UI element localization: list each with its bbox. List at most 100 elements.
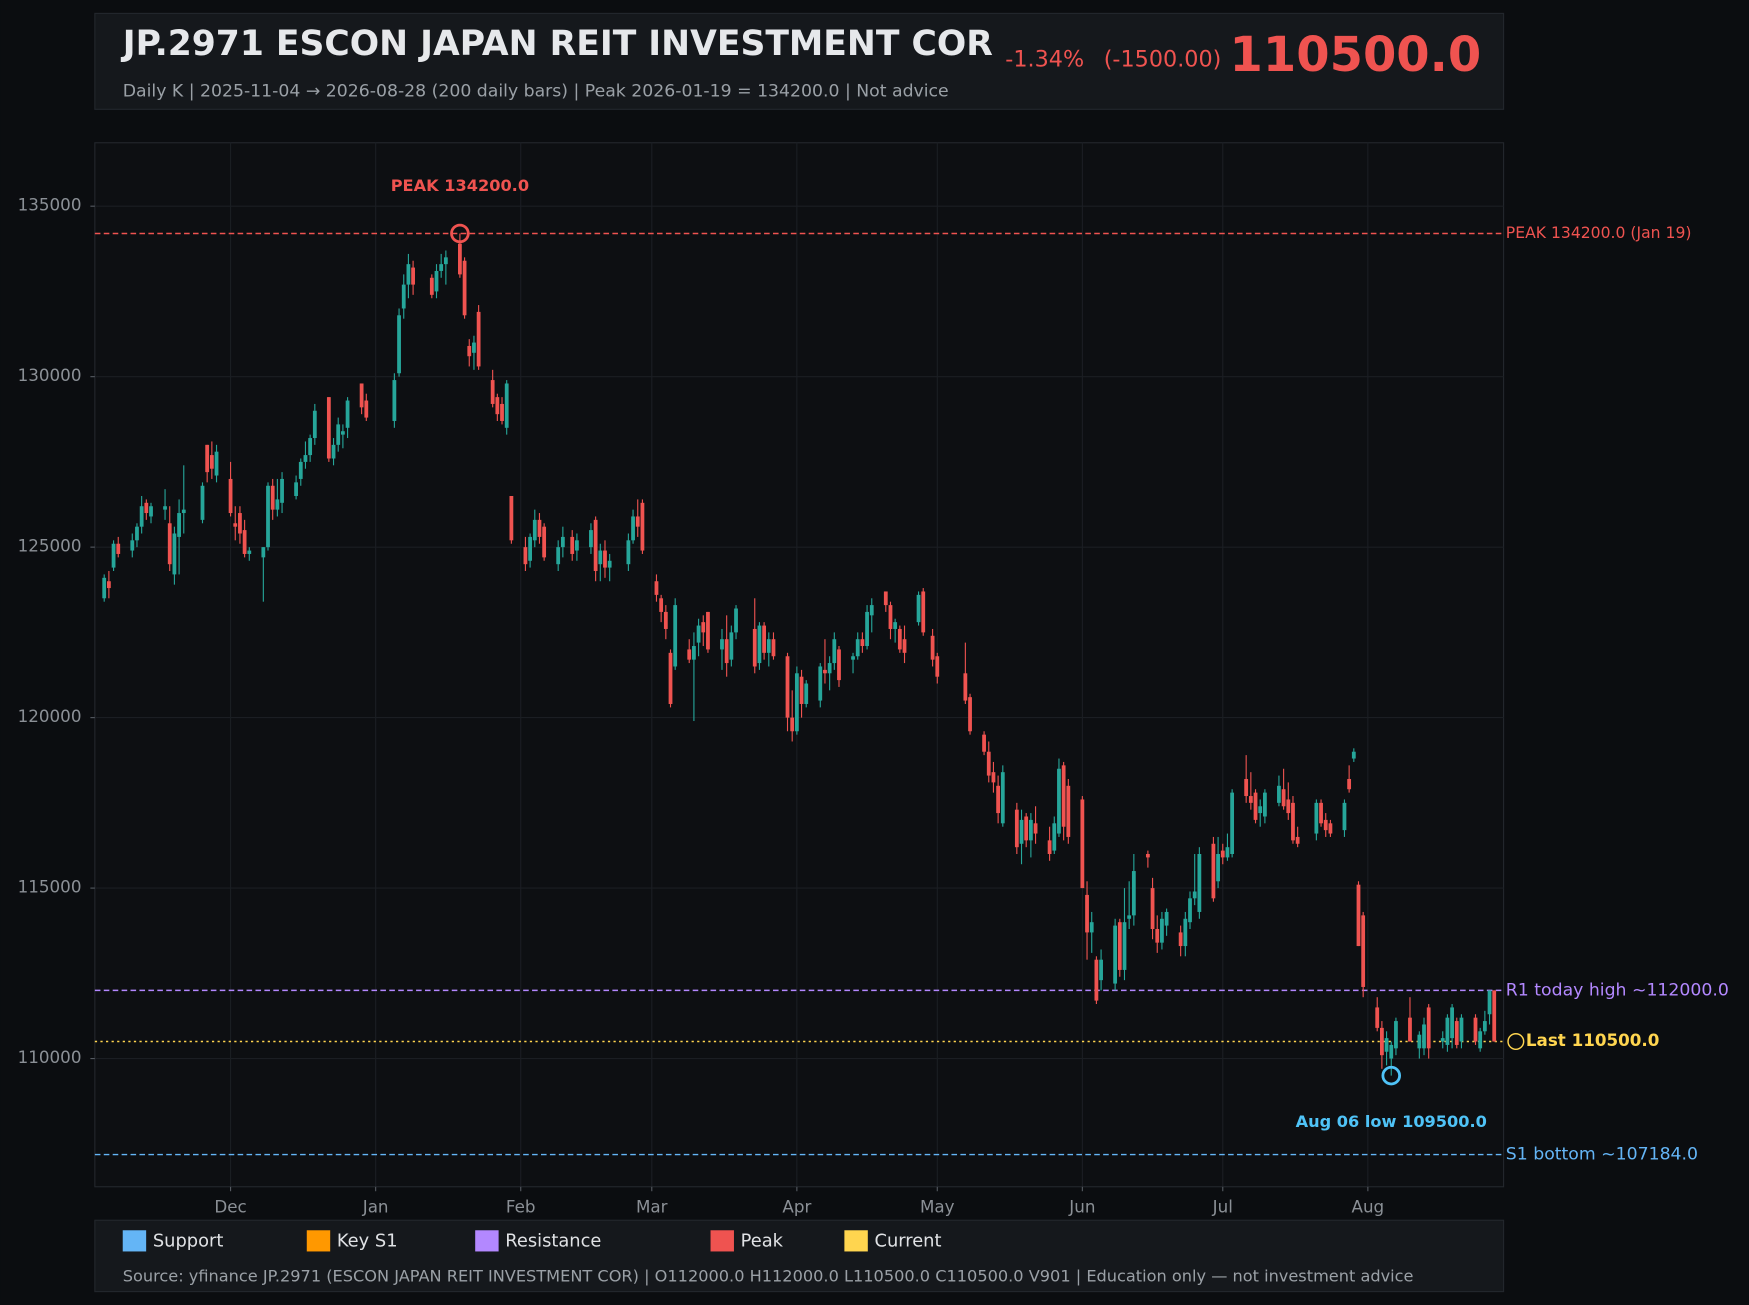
marks — [102, 233, 1497, 1076]
candle-body — [1000, 772, 1005, 824]
candle-body — [1225, 847, 1230, 858]
candle-body — [1291, 802, 1295, 841]
candle-body — [570, 536, 575, 554]
legend-swatch — [122, 1230, 147, 1252]
candle-body — [1473, 1017, 1478, 1042]
y-tick-label: 110000 — [18, 1047, 82, 1067]
candle-body — [1145, 853, 1150, 858]
candle-body — [607, 560, 612, 568]
candle-body — [1089, 922, 1094, 933]
chart-title: JP.2971 ESCON JAPAN REIT INVESTMENT COR — [121, 24, 993, 64]
candle-body — [542, 526, 547, 558]
legend-label: Key S1 — [337, 1230, 398, 1251]
candle-body — [1328, 823, 1333, 834]
candle-body — [172, 533, 177, 575]
candle-body — [1375, 1007, 1380, 1028]
candle-body — [364, 400, 369, 418]
candle-body — [443, 257, 448, 265]
y-tick-label: 130000 — [18, 365, 82, 385]
current-marker — [1507, 1032, 1525, 1051]
candle-body — [706, 611, 710, 650]
candle-body — [200, 485, 205, 520]
candle-body — [883, 591, 888, 606]
candle-body — [1323, 819, 1328, 831]
candle-body — [500, 403, 504, 421]
x-tick-label: Jun — [1068, 1196, 1095, 1216]
candle-body — [1450, 1007, 1454, 1039]
candle-body — [205, 444, 210, 473]
candle-body — [1066, 785, 1071, 837]
candle-body — [603, 550, 607, 568]
candle-body — [214, 451, 219, 476]
reference-label: S1 bottom ~107184.0 — [1506, 1145, 1698, 1165]
candle-body — [1295, 836, 1300, 844]
candle-body — [462, 260, 467, 316]
candle-body — [916, 594, 921, 623]
x-tick-label: Jul — [1212, 1196, 1233, 1216]
candle-body — [472, 342, 476, 353]
candle-body — [1183, 918, 1188, 947]
candle-body — [832, 639, 837, 664]
candle-body — [135, 526, 139, 541]
candle-body — [991, 772, 996, 783]
candle-body — [635, 516, 640, 527]
candle-body — [982, 734, 986, 752]
candle-body — [897, 628, 902, 650]
candle-body — [1361, 915, 1366, 987]
candle-body — [766, 639, 771, 653]
candle-body — [1061, 765, 1066, 827]
candle-body — [860, 639, 865, 647]
candle-body — [1024, 816, 1029, 841]
candle-body — [790, 717, 795, 732]
candle-body — [1099, 959, 1103, 981]
candle-body — [303, 455, 308, 462]
candle-body — [673, 605, 678, 667]
candle-body — [331, 444, 336, 459]
candle-body — [130, 540, 135, 551]
candle-body — [1394, 1021, 1398, 1049]
candle-body — [799, 676, 804, 704]
candle-body — [762, 625, 767, 653]
legend-label: Resistance — [505, 1230, 601, 1251]
annotation-label: Aug 06 low 109500.0 — [1296, 1112, 1487, 1131]
candle-body — [1117, 922, 1122, 970]
candle-body — [631, 516, 635, 541]
candle-body — [495, 397, 500, 415]
candle-body — [893, 622, 898, 629]
candle-body — [1262, 792, 1267, 817]
candle-body — [696, 625, 701, 643]
candle-body — [401, 284, 406, 309]
y-tick-label: 135000 — [18, 195, 82, 215]
candle-body — [209, 455, 214, 469]
candle-body — [1258, 806, 1263, 814]
candle-body — [429, 277, 434, 295]
candle-body — [1085, 894, 1089, 933]
candle-body — [1244, 778, 1249, 797]
candle-body — [144, 502, 149, 514]
candle-body — [668, 652, 673, 704]
candle-body — [1408, 1017, 1412, 1042]
candle-body — [771, 639, 776, 657]
candle-body — [163, 506, 167, 510]
candle-body — [1197, 853, 1202, 912]
candle-body — [729, 632, 734, 660]
candle-body — [1286, 799, 1291, 814]
candle-body — [1492, 990, 1497, 1042]
x-tick-label: Jan — [362, 1196, 389, 1216]
candle-body — [336, 424, 341, 445]
candle-body — [1127, 915, 1132, 919]
candle-body — [1080, 799, 1085, 889]
candle-body — [1342, 802, 1347, 831]
candle-body — [528, 536, 532, 561]
candle-body — [1047, 840, 1052, 854]
candle-body — [1487, 990, 1492, 1015]
candle-body — [734, 608, 738, 633]
candle-body — [312, 410, 317, 439]
candle-body — [1314, 802, 1319, 834]
plot-area — [94, 142, 1505, 1188]
grid — [90, 142, 1504, 1192]
candle-body — [242, 530, 247, 554]
candle-body — [560, 536, 565, 548]
candle-body — [996, 785, 1001, 814]
